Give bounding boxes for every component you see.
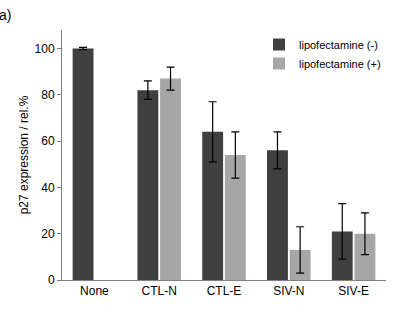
svg-text:20: 20 [41, 227, 55, 241]
svg-text:0: 0 [48, 273, 55, 287]
svg-text:lipofectamine (+): lipofectamine (+) [299, 58, 381, 70]
svg-text:60: 60 [41, 134, 55, 148]
svg-text:CTL-E: CTL-E [207, 284, 242, 298]
svg-text:80: 80 [41, 88, 55, 102]
svg-text:p27 expression / rel.%: p27 expression / rel.% [17, 95, 31, 214]
svg-text:SIV-N: SIV-N [273, 284, 304, 298]
svg-text:SIV-E: SIV-E [338, 284, 369, 298]
svg-text:None: None [80, 284, 109, 298]
svg-text:40: 40 [41, 181, 55, 195]
svg-text:CTL-N: CTL-N [142, 284, 177, 298]
svg-text:lipofectamine (-): lipofectamine (-) [299, 39, 378, 51]
svg-text:a): a) [0, 7, 11, 23]
svg-text:100: 100 [35, 42, 55, 56]
